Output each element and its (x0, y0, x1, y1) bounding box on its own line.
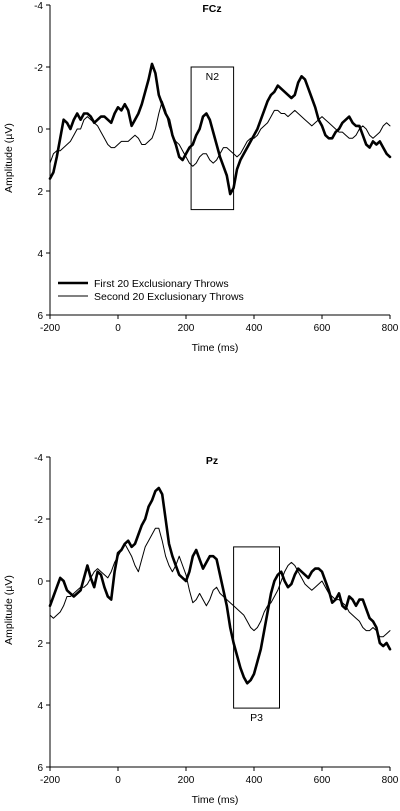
x-tick-label: 600 (314, 323, 331, 334)
series-line-first-20 (48, 62, 392, 196)
y-tick-label: 6 (37, 763, 43, 774)
annotation-box-p3 (233, 546, 281, 709)
y-axis-title: Amplitude (µV) (3, 575, 15, 645)
x-tick-label: 800 (382, 775, 399, 786)
x-axis-title: Time (ms) (192, 794, 239, 806)
x-tick-label: 200 (178, 323, 195, 334)
y-tick-label: -2 (34, 515, 43, 526)
y-tick-label: 2 (37, 639, 43, 650)
annotation-label: P3 (250, 712, 263, 724)
x-tick-label: 800 (382, 323, 399, 334)
x-tick-label: -200 (40, 775, 60, 786)
y-axis-title: Amplitude (µV) (3, 123, 15, 193)
x-tick-label: -200 (40, 323, 60, 334)
y-tick-label: 4 (37, 249, 43, 260)
y-tick-label: 4 (37, 701, 43, 712)
y-tick-label: 0 (37, 125, 43, 136)
x-tick-label: 0 (115, 775, 121, 786)
y-tick-label: -4 (34, 453, 43, 464)
chart-title: FCz (202, 3, 221, 15)
y-tick-label: -2 (34, 63, 43, 74)
chart-panel-pz: -4 -2 0 2 4 6-200 0 200 400 600 800 Time (ms) Amplit… (3, 453, 399, 806)
y-tick-label: 2 (37, 187, 43, 198)
series-line-second-20 (49, 100, 391, 167)
x-tick-label: 400 (246, 775, 263, 786)
series-line-second-20 (49, 527, 391, 638)
y-tick-label: 0 (37, 577, 43, 588)
x-tick-label: 0 (115, 323, 121, 334)
y-tick-label: -4 (34, 1, 43, 12)
x-tick-label: 400 (246, 323, 263, 334)
x-tick-label: 600 (314, 775, 331, 786)
chart-title: Pz (206, 455, 218, 467)
x-axis-title: Time (ms) (192, 342, 239, 354)
y-tick-label: 6 (37, 311, 43, 322)
series-line-first-20 (48, 486, 392, 685)
x-tick-label: 200 (178, 775, 195, 786)
legend-label: Second 20 Exclusionary Throws (94, 291, 244, 303)
annotation-label: N2 (206, 71, 220, 83)
chart-panel-fcz: -4 -2 0 2 4 6-200 0 200 400 600 800 Time (ms) Amplit… (3, 1, 399, 354)
annotation-box-n2 (190, 66, 235, 211)
legend-label: First 20 Exclusionary Throws (94, 278, 229, 290)
